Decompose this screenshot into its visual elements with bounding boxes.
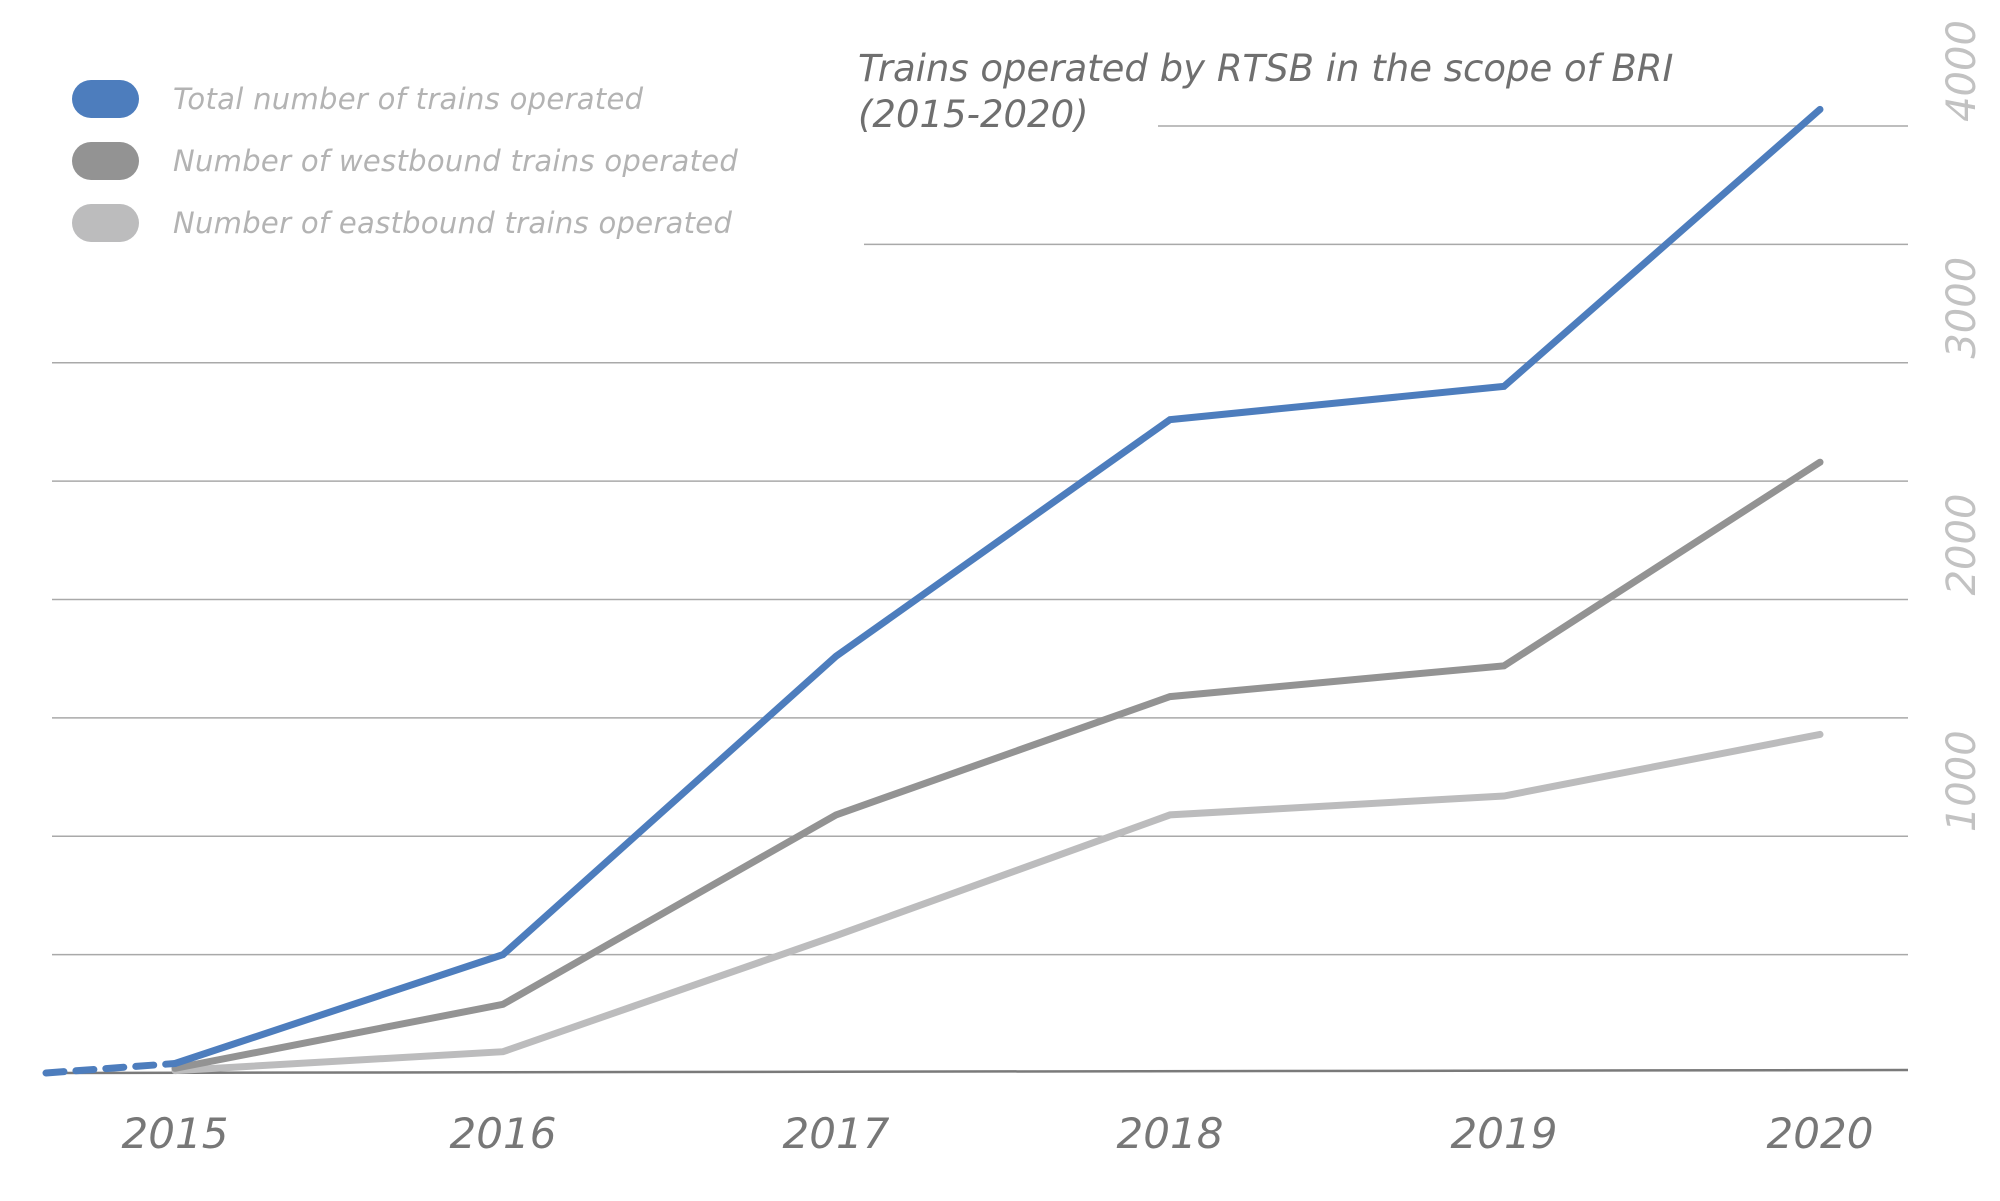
legend-item-westbound: Number of westbound trains operated: [72, 130, 738, 192]
legend-swatch-westbound: [72, 142, 139, 180]
series-line-1: [171, 458, 1824, 1072]
chart-title: Trains operated by RTSB in the scope of …: [858, 47, 1674, 90]
series-line-2: [171, 730, 1824, 1075]
x-tick-label: 2015: [122, 1109, 229, 1158]
chart-title-block: Trains operated by RTSB in the scope of …: [858, 46, 1673, 138]
series-line-lead-in: [42, 1060, 179, 1077]
legend-label-eastbound: Number of eastbound trains operated: [173, 206, 733, 240]
y-tick-label: 3000: [1939, 257, 1985, 359]
legend-swatch-eastbound: [72, 204, 139, 242]
x-tick-label: 2019: [1451, 1109, 1558, 1158]
legend-label-total: Total number of trains operated: [173, 82, 644, 116]
x-tick-label: 2018: [1117, 1109, 1224, 1158]
x-tick-label: 2020: [1767, 1109, 1874, 1158]
legend-item-total: Total number of trains operated: [72, 68, 738, 130]
y-tick-label: 1000: [1939, 730, 1985, 832]
legend-item-eastbound: Number of eastbound trains operated: [72, 192, 738, 254]
y-tick-label: 2000: [1939, 494, 1985, 596]
axes: [47, 1068, 1909, 1075]
tick-labels: 2015 2016 2017 2018 2019 2020 1000 2000 3000 4000: [122, 20, 1985, 1158]
x-tick-label: 2016: [450, 1109, 557, 1158]
x-axis-line: [47, 1068, 1909, 1075]
legend: Total number of trains operated Number o…: [72, 68, 738, 254]
series-lines: [42, 105, 1824, 1077]
legend-label-westbound: Number of westbound trains operated: [173, 144, 739, 178]
x-tick-label: 2017: [783, 1109, 890, 1158]
series-line-0: [171, 105, 1824, 1067]
y-tick-label: 4000: [1939, 20, 1985, 122]
legend-swatch-total: [72, 80, 139, 118]
chart-subtitle: (2015-2020): [858, 93, 1089, 136]
grid-lines: [52, 125, 1908, 956]
